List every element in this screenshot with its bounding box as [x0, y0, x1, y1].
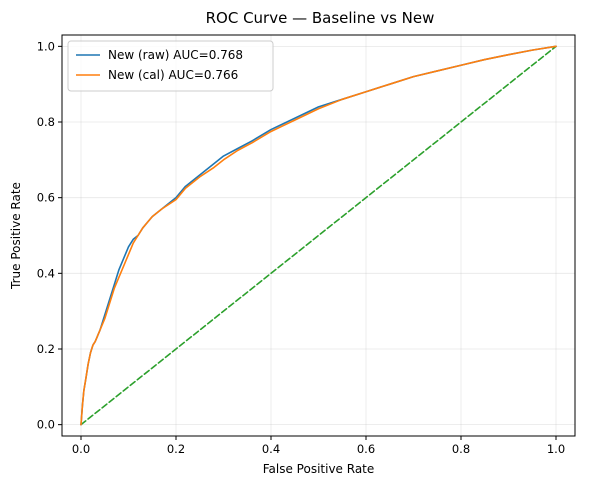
series-layer — [80, 45, 557, 426]
y-tick-label: 0.2 — [37, 342, 55, 356]
legend-box — [67, 40, 274, 92]
legend-entry: New (raw) AUC=0.768 — [108, 48, 243, 62]
x-tick-label: 0.4 — [262, 442, 280, 456]
x-tick-label: 0.6 — [357, 442, 375, 456]
y-tick-label: 0.8 — [37, 115, 55, 129]
series-line-1 — [80, 45, 557, 426]
x-tick-label: 0.2 — [167, 442, 185, 456]
y-tick-label: 0.0 — [37, 418, 55, 432]
y-tick-label: 0.6 — [37, 191, 55, 205]
axis-ticks: 0.0 0.2 0.4 0.6 0.8 1.0 0.0 0.2 0.4 0.6 0.8 1.0 — [37, 39, 565, 456]
legend: New (raw) AUC=0.768 New (cal) AUC=0.766 — [67, 40, 274, 92]
y-tick-label: 1.0 — [37, 39, 55, 53]
x-axis-label: False Positive Rate — [263, 462, 375, 476]
x-tick-label: 0.8 — [452, 442, 470, 456]
y-axis-label: True Positive Rate — [9, 182, 23, 290]
x-tick-label: 1.0 — [547, 442, 565, 456]
chart-title: ROC Curve — Baseline vs New — [206, 9, 435, 27]
y-tick-label: 0.4 — [37, 266, 55, 280]
legend-entry: New (cal) AUC=0.766 — [108, 68, 238, 82]
x-tick-label: 0.0 — [72, 442, 90, 456]
plot-frame — [61, 34, 576, 437]
chance-diagonal-line — [80, 45, 557, 426]
grid-lines — [62, 35, 575, 436]
